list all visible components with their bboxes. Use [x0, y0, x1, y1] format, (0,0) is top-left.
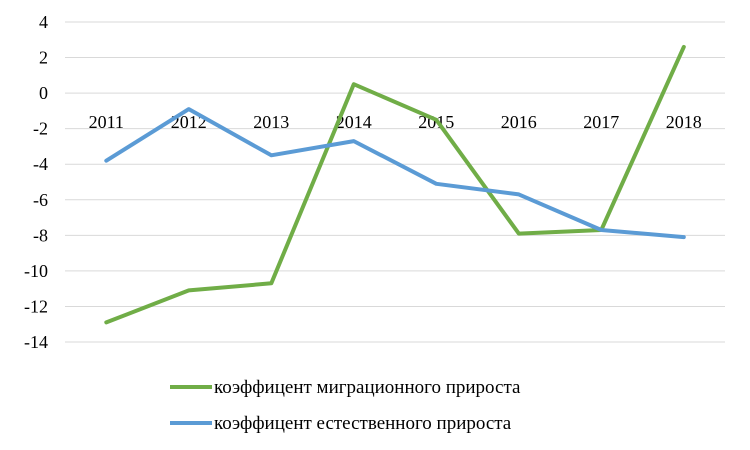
x-tick-label: 2018: [666, 112, 702, 132]
y-tick-label: 2: [39, 48, 48, 68]
gridlines: [65, 21, 725, 343]
y-tick-label: -6: [33, 190, 48, 210]
y-tick-label: -8: [33, 225, 48, 245]
legend: коэффицент миграционного прироста коэффиц…: [170, 377, 521, 434]
x-tick-label: 2017: [583, 112, 619, 132]
y-tick-label: -4: [33, 154, 48, 174]
series-lines: [104, 44, 686, 325]
y-tick-label: 4: [39, 12, 48, 32]
y-tick-label: -14: [24, 332, 48, 352]
y-tick-label: -2: [33, 119, 48, 139]
y-tick-label: -10: [24, 261, 48, 281]
series-line-1: [104, 107, 686, 240]
y-tick-label: -12: [24, 296, 48, 316]
legend-label: коэффицент естественного прироста: [214, 413, 512, 434]
x-tick-label: 2011: [89, 112, 124, 132]
y-axis-tick-labels: 4 2 0 -2 -4 -6 -8 -10 -12 -14: [24, 12, 48, 352]
x-tick-label: 2016: [501, 112, 537, 132]
legend-label: коэффицент миграционного прироста: [214, 377, 521, 398]
series-line-0: [104, 44, 686, 325]
x-tick-label: 2013: [253, 112, 289, 132]
y-tick-label: 0: [39, 83, 48, 103]
x-tick-label: 2014: [336, 112, 372, 132]
x-axis-tick-labels: 2011 2012 2013 2014 2015 2016 2017 2018: [89, 112, 702, 132]
